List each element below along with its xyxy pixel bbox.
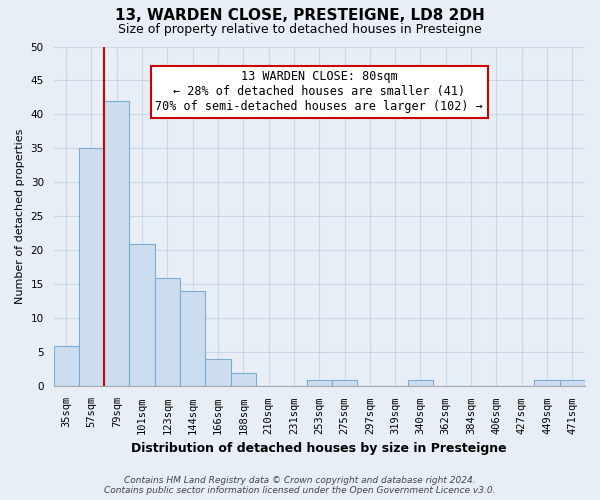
X-axis label: Distribution of detached houses by size in Presteigne: Distribution of detached houses by size … <box>131 442 507 455</box>
Bar <box>180 292 205 386</box>
Text: Contains HM Land Registry data © Crown copyright and database right 2024.
Contai: Contains HM Land Registry data © Crown c… <box>104 476 496 495</box>
Bar <box>53 346 79 387</box>
Text: 13 WARDEN CLOSE: 80sqm
← 28% of detached houses are smaller (41)
70% of semi-det: 13 WARDEN CLOSE: 80sqm ← 28% of detached… <box>155 70 483 114</box>
Text: Size of property relative to detached houses in Presteigne: Size of property relative to detached ho… <box>118 22 482 36</box>
Text: 13, WARDEN CLOSE, PRESTEIGNE, LD8 2DH: 13, WARDEN CLOSE, PRESTEIGNE, LD8 2DH <box>115 8 485 22</box>
Bar <box>104 101 130 386</box>
Bar <box>408 380 433 386</box>
Bar <box>230 373 256 386</box>
Bar <box>130 244 155 386</box>
Bar <box>205 359 230 386</box>
Bar <box>155 278 180 386</box>
Bar <box>79 148 104 386</box>
Bar <box>560 380 585 386</box>
Bar <box>535 380 560 386</box>
Bar <box>332 380 357 386</box>
Bar <box>307 380 332 386</box>
Y-axis label: Number of detached properties: Number of detached properties <box>15 129 25 304</box>
